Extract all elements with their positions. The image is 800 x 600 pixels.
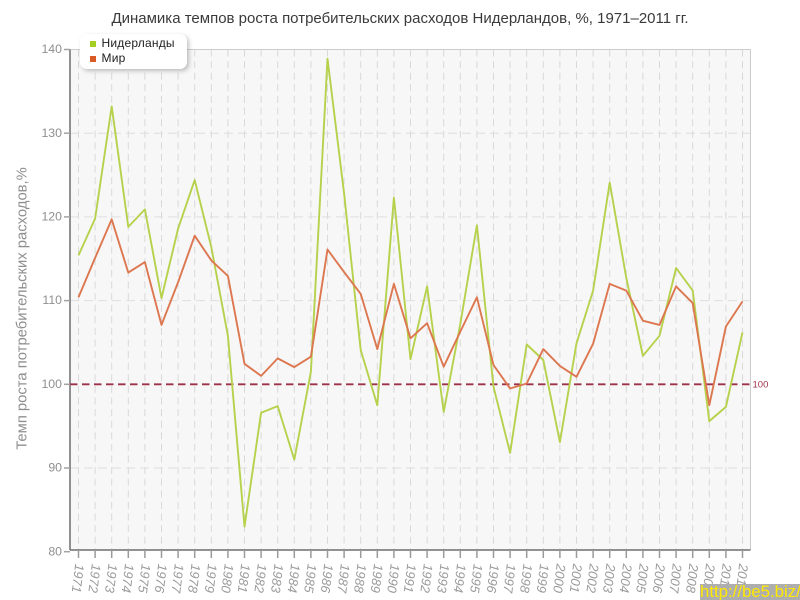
svg-text:100: 100 xyxy=(41,377,62,391)
svg-text:1981: 1981 xyxy=(235,563,253,594)
svg-text:1979: 1979 xyxy=(202,563,220,594)
svg-text:140: 140 xyxy=(41,42,62,56)
svg-text:130: 130 xyxy=(41,126,62,140)
svg-text:2004: 2004 xyxy=(617,562,636,594)
svg-text:100: 100 xyxy=(753,379,769,390)
svg-text:2008: 2008 xyxy=(683,562,702,594)
svg-text:1983: 1983 xyxy=(268,563,287,594)
svg-text:1994: 1994 xyxy=(451,563,469,594)
svg-text:2005: 2005 xyxy=(633,562,652,594)
svg-text:1974: 1974 xyxy=(119,563,137,594)
svg-text:90: 90 xyxy=(48,461,62,475)
svg-text:1978: 1978 xyxy=(185,563,204,594)
svg-text:2003: 2003 xyxy=(600,562,619,594)
svg-text:1971: 1971 xyxy=(69,563,87,594)
svg-text:2002: 2002 xyxy=(583,562,602,594)
svg-text:1972: 1972 xyxy=(85,563,104,594)
svg-text:80: 80 xyxy=(48,544,62,558)
svg-text:2000: 2000 xyxy=(550,562,569,594)
svg-text:2006: 2006 xyxy=(650,562,669,594)
svg-text:1987: 1987 xyxy=(334,563,353,594)
svg-text:120: 120 xyxy=(41,210,62,224)
svg-text:1996: 1996 xyxy=(484,563,503,594)
svg-text:1990: 1990 xyxy=(384,563,403,594)
svg-text:1989: 1989 xyxy=(368,563,386,594)
svg-text:1980: 1980 xyxy=(218,563,237,594)
svg-text:110: 110 xyxy=(42,293,62,307)
svg-text:2007: 2007 xyxy=(666,562,685,594)
svg-text:1995: 1995 xyxy=(467,563,486,594)
svg-text:1986: 1986 xyxy=(318,563,337,594)
svg-text:1975: 1975 xyxy=(135,563,154,594)
svg-text:1976: 1976 xyxy=(152,563,171,594)
svg-text:1997: 1997 xyxy=(500,563,519,594)
svg-text:1977: 1977 xyxy=(168,563,187,594)
svg-text:1984: 1984 xyxy=(285,563,303,594)
svg-text:1982: 1982 xyxy=(251,563,270,594)
svg-text:2001: 2001 xyxy=(567,562,586,594)
svg-text:1973: 1973 xyxy=(102,563,121,594)
svg-text:1993: 1993 xyxy=(434,563,453,594)
svg-text:1985: 1985 xyxy=(301,563,320,594)
svg-text:1998: 1998 xyxy=(517,563,536,594)
svg-text:1988: 1988 xyxy=(351,563,370,594)
svg-text:Темп роста потребительских рас: Темп роста потребительских расходов,% xyxy=(15,167,31,450)
svg-text:1992: 1992 xyxy=(417,563,436,594)
svg-text:1999: 1999 xyxy=(534,563,552,594)
svg-text:1991: 1991 xyxy=(401,563,419,594)
